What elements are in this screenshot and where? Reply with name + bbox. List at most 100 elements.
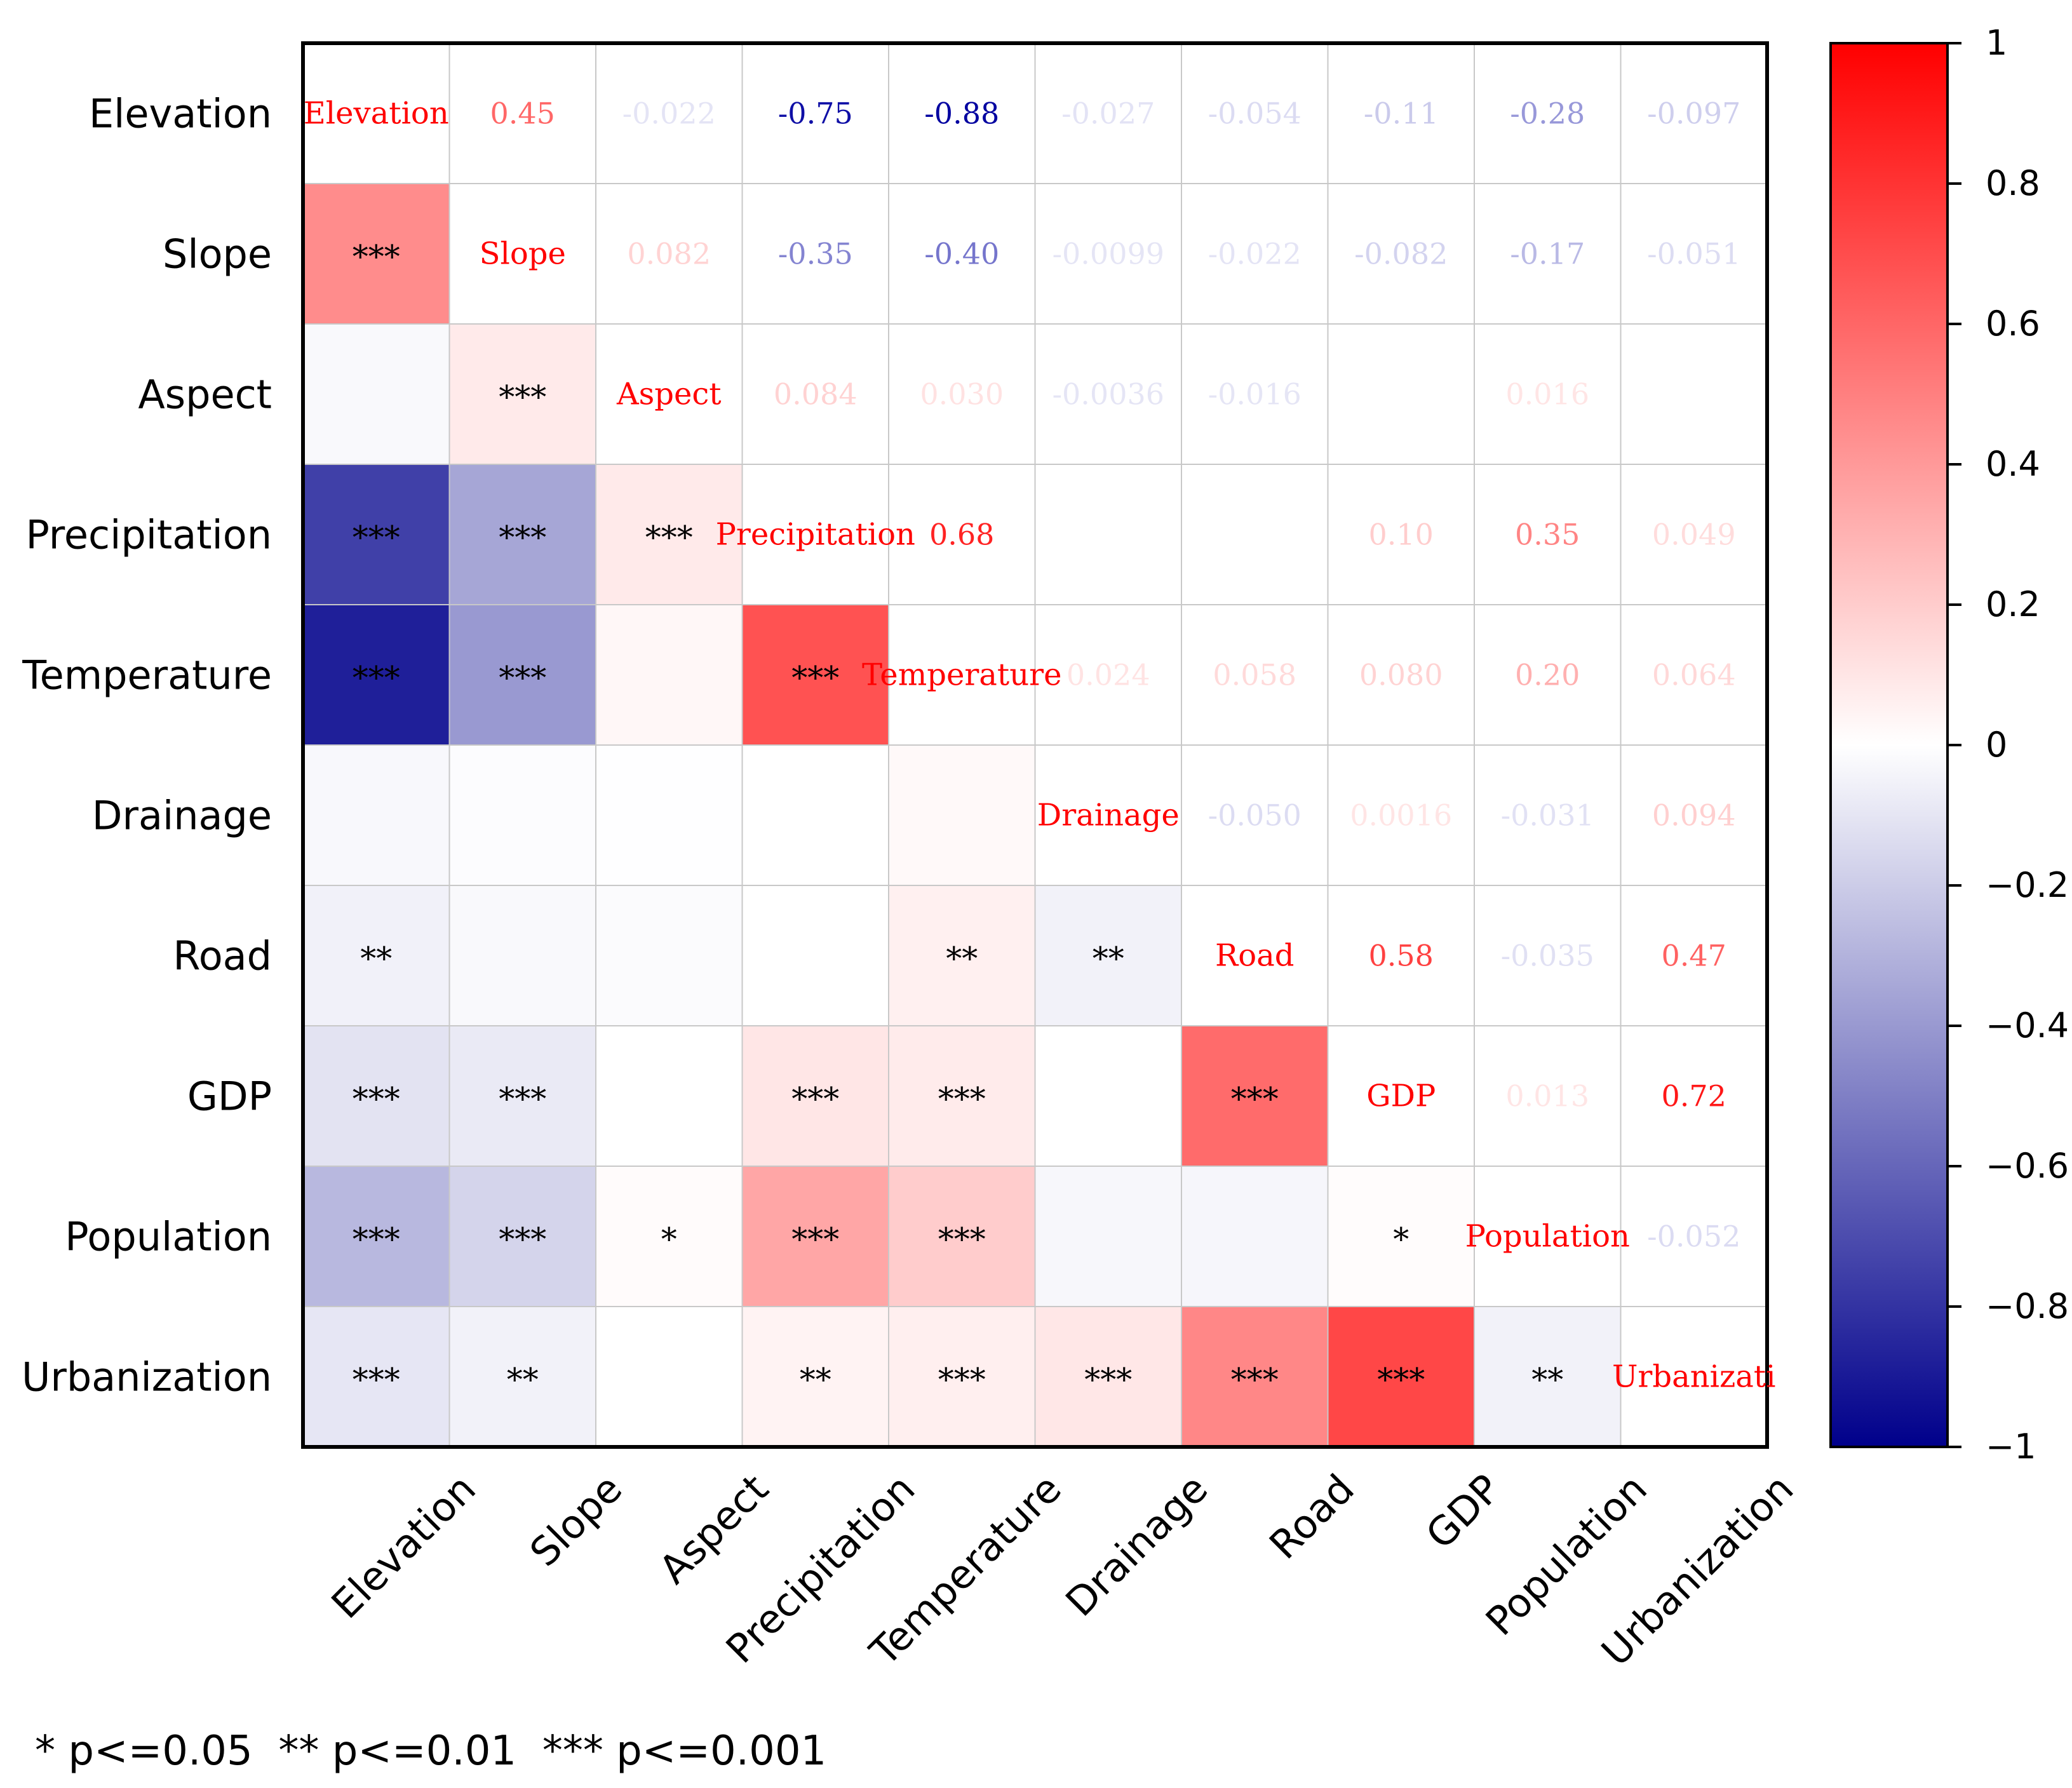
heatmap-cell-2-7 (1328, 324, 1474, 464)
significance-mark: ** (1531, 1362, 1563, 1399)
row-label: Temperature (22, 652, 272, 699)
colorbar-tick-label: 1 (1986, 23, 2007, 63)
correlation-value: -0.022 (622, 97, 716, 131)
heatmap-cell-7-5 (1035, 1026, 1181, 1166)
row-label: Precipitation (25, 512, 272, 558)
heatmap-cell-0-9 (1620, 43, 1767, 184)
heatmap-cell-3-5 (1035, 464, 1181, 605)
heatmap-cell-6-5 (1035, 885, 1181, 1026)
heatmap-cell-3-9 (1620, 464, 1767, 605)
diagonal-label: Slope (480, 236, 566, 272)
correlation-value: -0.052 (1647, 1220, 1740, 1254)
significance-mark: *** (353, 520, 400, 556)
correlation-value: 0.10 (1369, 518, 1434, 552)
heatmap-cell-6-7 (1328, 885, 1474, 1026)
heatmap-cell-9-5 (1035, 1307, 1181, 1447)
row-label: Aspect (138, 372, 272, 418)
heatmap-cell-8-3 (742, 1166, 889, 1307)
heatmap-cell-8-9 (1620, 1166, 1767, 1307)
heatmap-cell-0-6 (1181, 43, 1328, 184)
heatmap-cell-1-7 (1328, 184, 1474, 324)
heatmap-cell-5-8 (1474, 745, 1621, 885)
correlation-value: -0.0099 (1053, 237, 1165, 271)
correlation-value: -0.0036 (1053, 377, 1165, 412)
correlation-value: -0.17 (1510, 237, 1585, 271)
heatmap-cell-8-1 (449, 1166, 596, 1307)
heatmap-cell-6-1 (449, 885, 596, 1026)
heatmap-cell-5-1 (449, 745, 596, 885)
correlation-value: 0.45 (490, 97, 555, 131)
correlation-value: -0.054 (1208, 97, 1302, 131)
heatmap-cell-1-6 (1181, 184, 1328, 324)
heatmap-cell-0-4 (889, 43, 1035, 184)
correlation-value: 0.082 (627, 237, 711, 271)
heatmap-cell-2-5 (1035, 324, 1181, 464)
correlation-value: -0.022 (1208, 237, 1302, 271)
significance-mark: ** (507, 1362, 539, 1399)
correlation-value: -0.35 (778, 237, 853, 271)
significance-mark: *** (499, 379, 546, 416)
colorbar: 1 0.8 0.6 0.4 0.2 0 −0.2 −0.4 −0.6 −0.8 −1 (1829, 23, 2069, 1467)
heatmap-cell-9-7 (1328, 1307, 1474, 1447)
row-label: Population (65, 1214, 272, 1260)
heatmap-cell-3-0 (303, 464, 450, 605)
heatmap-cell-3-2 (596, 464, 743, 605)
colorbar-tick-label: −0.4 (1986, 1005, 2069, 1045)
heatmap-cell-4-5 (1035, 605, 1181, 745)
heatmap-cell-8-0 (303, 1166, 450, 1307)
heatmap-grid (303, 43, 1767, 1447)
significance-mark: *** (1231, 1362, 1279, 1399)
correlation-value: -0.027 (1061, 97, 1155, 131)
heatmap-cell-5-3 (742, 745, 889, 885)
heatmap-cell-0-2 (596, 43, 743, 184)
diagonal-label: Urbanizati (1612, 1359, 1776, 1395)
colorbar-tick-label: −0.2 (1986, 865, 2069, 905)
heatmap-cell-7-4 (889, 1026, 1035, 1166)
significance-mark: *** (499, 520, 546, 556)
colorbar-tick-label: −0.6 (1986, 1146, 2069, 1186)
heatmap-cell-2-6 (1181, 324, 1328, 464)
heatmap-cell-8-6 (1181, 1166, 1328, 1307)
significance-mark: *** (353, 1081, 400, 1118)
heatmap-cell-2-8 (1474, 324, 1621, 464)
heatmap-cell-9-9 (1620, 1307, 1767, 1447)
column-label: Elevation (323, 1465, 485, 1627)
significance-mark: *** (499, 1081, 546, 1118)
diagonal-label: Population (1465, 1219, 1630, 1254)
column-labels: Elevation Slope AspectPrecipitationTempera… (323, 1465, 1803, 1675)
heatmap-cell-7-3 (742, 1026, 889, 1166)
colorbar-tick-label: 0 (1986, 725, 2007, 765)
heatmap-cell-5-5 (1035, 745, 1181, 885)
heatmap-cell-4-1 (449, 605, 596, 745)
diagonal-label: GDP (1366, 1079, 1436, 1114)
correlation-value: 0.016 (1505, 377, 1589, 412)
heatmap-cell-9-4 (889, 1307, 1035, 1447)
heatmap-cell-6-8 (1474, 885, 1621, 1026)
row-label: Elevation (89, 91, 272, 137)
heatmap-cell-2-4 (889, 324, 1035, 464)
heatmap-cell-2-1 (449, 324, 596, 464)
colorbar-tick-label: −0.8 (1986, 1286, 2069, 1326)
correlation-value: 0.049 (1652, 518, 1736, 552)
significance-mark: *** (791, 1221, 839, 1258)
heatmap-cell-6-3 (742, 885, 889, 1026)
heatmap-cell-8-5 (1035, 1166, 1181, 1307)
correlation-value: 0.084 (774, 377, 858, 412)
heatmap-cell-6-2 (596, 885, 743, 1026)
heatmap-cell-9-2 (596, 1307, 743, 1447)
row-label: GDP (187, 1073, 272, 1120)
correlation-value: 0.35 (1515, 518, 1580, 552)
heatmap-cell-4-0 (303, 605, 450, 745)
column-label: Drainage (1056, 1465, 1216, 1625)
correlation-value: -0.88 (924, 97, 999, 131)
heatmap-cell-4-3 (742, 605, 889, 745)
heatmap-cell-1-2 (596, 184, 743, 324)
heatmap-cell-0-7 (1328, 43, 1474, 184)
heatmap-cell-3-7 (1328, 464, 1474, 605)
correlation-value: -0.035 (1501, 939, 1594, 973)
heatmap-cell-1-0 (303, 184, 450, 324)
heatmap-cell-5-6 (1181, 745, 1328, 885)
colorbar-tick-label: 0.2 (1986, 584, 2040, 624)
significance-mark: *** (791, 660, 839, 697)
heatmap-cell-7-9 (1620, 1026, 1767, 1166)
